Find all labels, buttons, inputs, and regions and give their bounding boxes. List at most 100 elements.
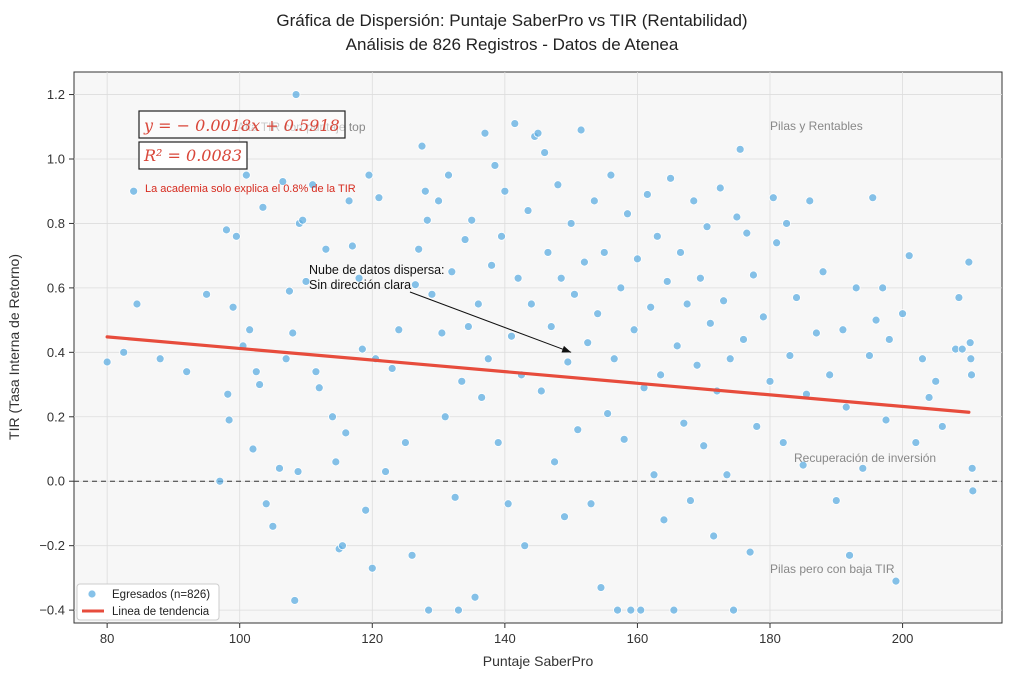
- scatter-point: [473, 299, 483, 309]
- scatter-point: [739, 335, 748, 344]
- scatter-point: [881, 415, 891, 425]
- scatter-point: [715, 183, 725, 193]
- scatter-point: [202, 289, 211, 299]
- scatter-point: [778, 438, 788, 447]
- scatter-point: [533, 128, 543, 138]
- scatter-point: [364, 170, 374, 180]
- x-tick-label: 80: [100, 631, 114, 646]
- scatter-point: [278, 177, 288, 186]
- legend-label-egresados: Egresados (n=826): [112, 589, 210, 601]
- scatter-point: [891, 576, 901, 586]
- scatter-point: [493, 438, 503, 447]
- scatter-point: [119, 347, 129, 357]
- scatter-point: [357, 344, 367, 354]
- scatter-point: [361, 505, 371, 515]
- scatter-point: [709, 531, 719, 541]
- scatter-point: [483, 354, 493, 364]
- scatter-point: [347, 241, 357, 251]
- scatter-point: [424, 605, 434, 615]
- scatter-point: [845, 550, 854, 560]
- scatter-point: [314, 383, 324, 393]
- scatter-point: [792, 293, 801, 302]
- scatter-point: [609, 354, 619, 364]
- scatter-point: [288, 328, 298, 338]
- scatter-point: [722, 470, 732, 480]
- y-axis-ticks: −0.4 −0.2 0.0 0.2 0.4 0.6 0.8 1.0 1.2: [39, 87, 74, 618]
- scatter-point: [182, 367, 192, 377]
- scatter-point: [898, 309, 907, 319]
- scatter-point: [251, 367, 261, 377]
- scatter-point: [765, 376, 775, 386]
- legend-label-trend: Linea de tendencia: [112, 606, 210, 618]
- scatter-point: [526, 299, 536, 309]
- y-tick-label: −0.4: [39, 603, 65, 618]
- scatter-point: [613, 605, 622, 615]
- scatter-point: [290, 596, 300, 605]
- scatter-point: [387, 364, 397, 373]
- scatter-point: [513, 273, 523, 283]
- scatter-point: [825, 370, 835, 380]
- scatter-point: [636, 605, 646, 615]
- scatter-point: [831, 496, 841, 505]
- scatter-point: [510, 119, 520, 128]
- scatter-point: [231, 231, 241, 241]
- scatter-point: [470, 592, 480, 602]
- scatter-point: [293, 467, 303, 476]
- scatter-point: [414, 244, 424, 254]
- scatter-point: [550, 457, 559, 467]
- scatter-point: [904, 251, 914, 261]
- equation-box: [138, 110, 346, 139]
- scatter-point: [619, 434, 629, 444]
- scatter-point: [596, 583, 606, 592]
- scatter-point: [248, 444, 258, 454]
- x-tick-label: 160: [627, 631, 649, 646]
- scatter-point: [291, 90, 301, 99]
- scatter-point: [215, 476, 225, 486]
- scatter-point: [805, 196, 815, 206]
- scatter-point: [931, 376, 941, 386]
- scatter-point: [583, 338, 593, 348]
- y-tick-label: 0.4: [47, 345, 65, 360]
- scatter-point: [410, 280, 420, 290]
- annotation-arrow-head: [561, 345, 572, 353]
- y-tick-label: 0.2: [47, 409, 65, 424]
- scatter-point: [967, 463, 977, 473]
- scatter-point: [968, 486, 978, 496]
- scatter-point: [298, 215, 308, 225]
- scatter-points: [102, 90, 978, 615]
- scatter-point: [344, 196, 354, 206]
- scatter-point: [507, 331, 516, 341]
- scatter-point: [626, 605, 636, 615]
- scatter-point: [374, 193, 384, 203]
- annotation-note: La academia solo explica el 0.8% de la T…: [145, 183, 356, 195]
- scatter-point: [275, 463, 284, 473]
- scatter-point: [785, 351, 795, 360]
- scatter-point: [918, 354, 927, 364]
- scatter-point: [838, 325, 848, 335]
- r-squared-value: R² = 0.0083: [143, 146, 242, 165]
- scatter-point: [589, 196, 599, 206]
- scatter-point: [520, 541, 530, 551]
- scatter-point: [354, 273, 364, 283]
- scatter-point: [556, 273, 566, 283]
- annotation-arrow-line: [409, 291, 572, 353]
- scatter-point: [576, 125, 586, 135]
- scatter-point: [682, 299, 692, 309]
- scatter-point: [417, 141, 427, 151]
- scatter-point: [480, 128, 490, 138]
- scatter-point: [649, 470, 659, 480]
- scatter-point: [735, 144, 745, 154]
- x-tick-label: 120: [361, 631, 383, 646]
- scatter-point: [580, 257, 589, 267]
- scatter-point: [752, 422, 762, 431]
- scatter-point: [742, 228, 752, 238]
- annotation-arrow-group: [409, 291, 572, 353]
- trend-equation: y = − 0.0018x + 0.5918: [143, 116, 340, 135]
- scatter-point: [812, 328, 821, 338]
- scatter-point: [129, 186, 139, 196]
- scatter-point: [603, 409, 612, 418]
- scatter-point: [878, 283, 888, 293]
- y-tick-label: 1.2: [47, 87, 65, 102]
- scatter-point: [460, 235, 470, 244]
